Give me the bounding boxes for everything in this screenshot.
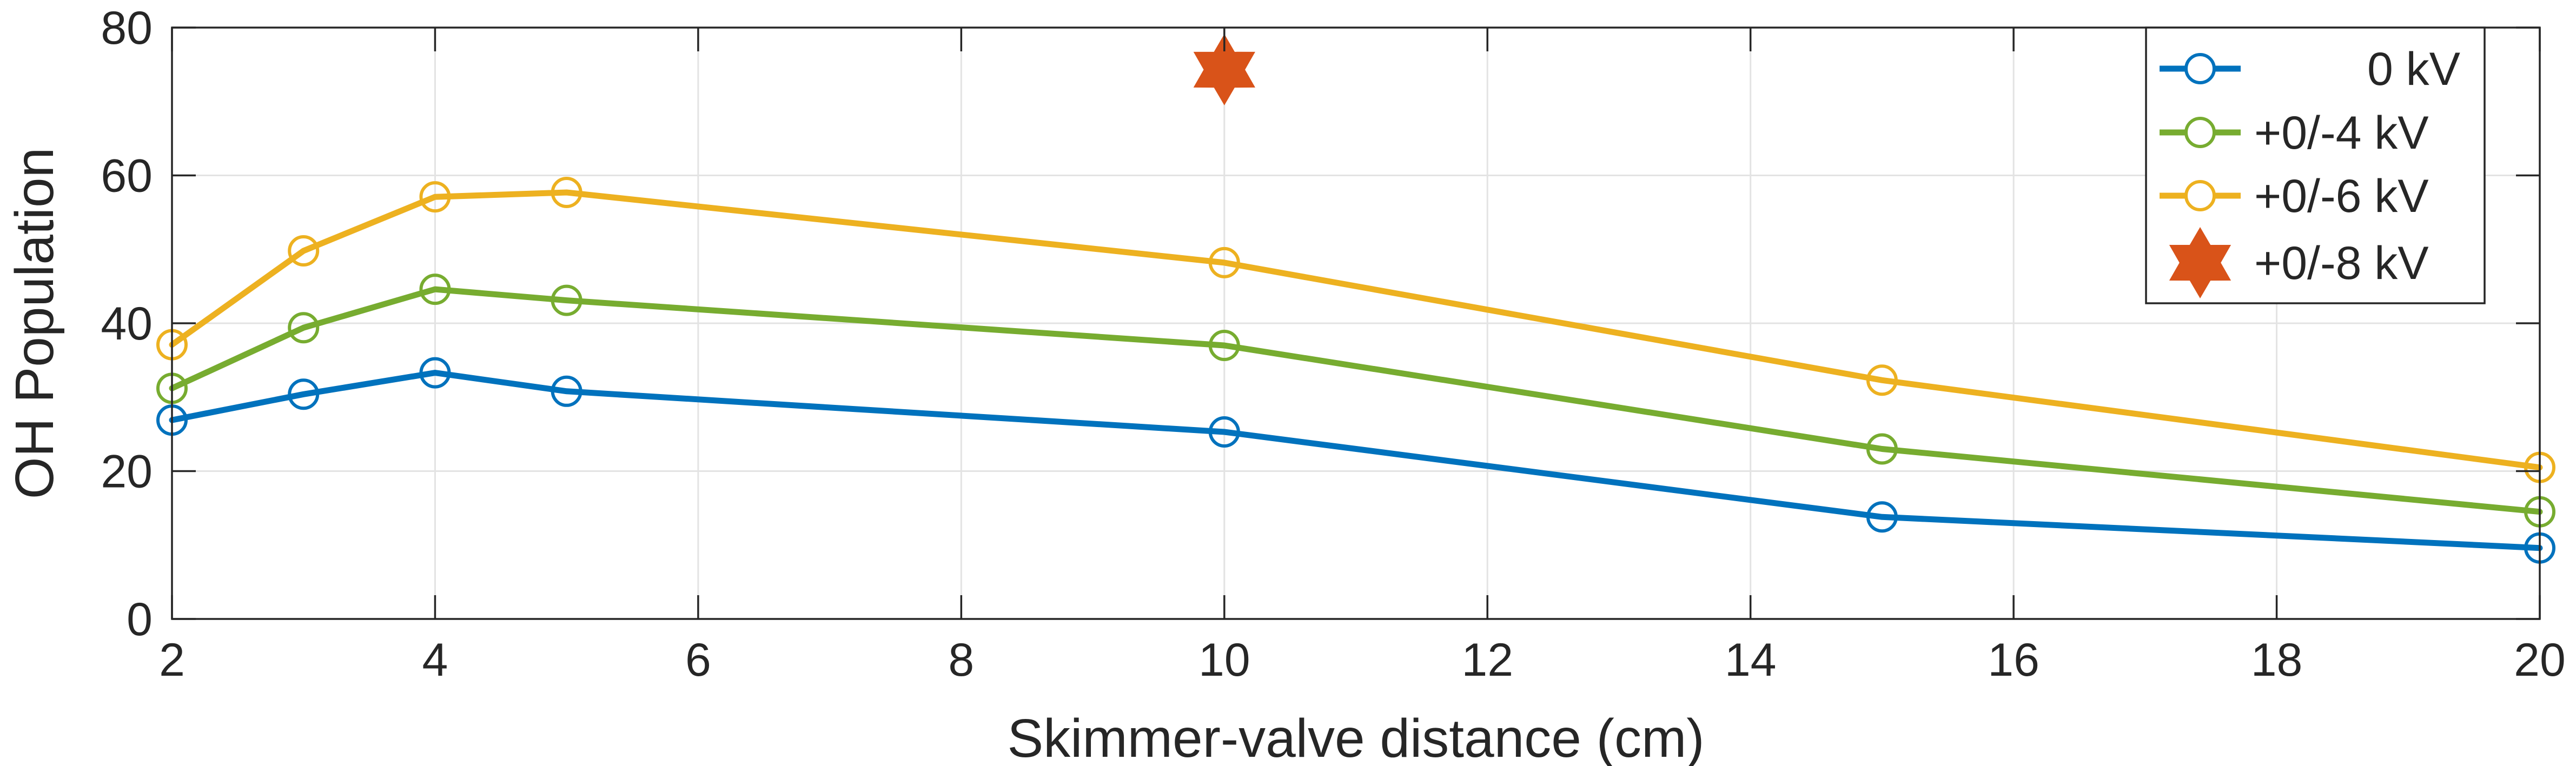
y-tick-label: 20: [101, 446, 153, 498]
legend-label-3: +0/-8 kV: [2254, 237, 2429, 289]
legend-label-0: 0 kV: [2367, 43, 2460, 95]
x-tick-label: 12: [1461, 634, 1513, 686]
series-2-point: [288, 235, 320, 267]
series-1-point: [1866, 433, 1898, 465]
y-tick-label: 40: [101, 298, 153, 350]
series-1-line: [169, 286, 2543, 515]
series-2-point: [419, 181, 451, 213]
x-axis-title: Skimmer-valve distance (cm): [1007, 708, 1704, 766]
legend-marker-1: [2184, 117, 2216, 148]
y-tick-label: 60: [101, 150, 153, 202]
series-lines: [169, 189, 2543, 551]
x-tick-label: 20: [2514, 634, 2566, 686]
axis-ticks: 2 4 6 8 10 12 14 16 18 20 0 20 40 60 80: [101, 2, 2566, 686]
x-tick-label: 14: [1725, 634, 1777, 686]
series-1-point: [1208, 330, 1240, 362]
series-0-point: [419, 357, 451, 389]
legend: 0 kV +0/-4 kV +0/-6 kV +0/-8 kV: [2145, 26, 2486, 304]
series-0-line: [169, 370, 2543, 551]
y-axis-title: OH Population: [4, 148, 65, 499]
series-1-point: [551, 284, 582, 316]
series-2-point: [1866, 364, 1898, 396]
series-1-point: [419, 274, 451, 305]
series-2-point: [1208, 247, 1240, 278]
legend-marker-3: [2169, 227, 2231, 298]
x-tick-label: 6: [685, 634, 711, 686]
legend-marker-0: [2184, 53, 2216, 84]
series-0-point: [1208, 416, 1240, 448]
x-tick-label: 18: [2251, 634, 2303, 686]
series-0-point: [288, 378, 320, 410]
series-3-point: [1193, 34, 1255, 105]
series-markers: [156, 34, 2555, 564]
series-0-point: [1866, 501, 1898, 533]
series-1-point: [288, 312, 320, 344]
x-tick-label: 4: [422, 634, 448, 686]
x-tick-label: 8: [948, 634, 974, 686]
legend-marker-2: [2184, 180, 2216, 211]
y-tick-label: 0: [127, 594, 153, 645]
y-tick-label: 80: [101, 2, 153, 54]
series-2-line: [169, 189, 2543, 471]
x-tick-label: 10: [1198, 634, 1250, 686]
x-tick-label: 2: [159, 634, 185, 686]
series-2-point: [551, 176, 582, 208]
legend-label-2: +0/-6 kV: [2254, 170, 2429, 222]
x-tick-label: 16: [1988, 634, 2039, 686]
series-0-point: [551, 375, 582, 407]
legend-label-1: +0/-4 kV: [2254, 107, 2429, 159]
